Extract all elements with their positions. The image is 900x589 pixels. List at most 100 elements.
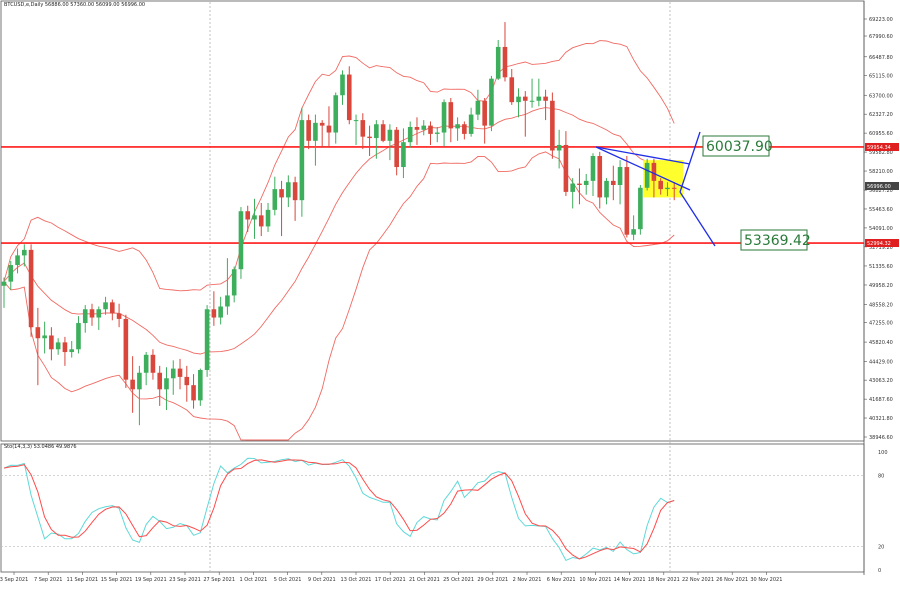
candle [164, 367, 169, 411]
price-tick-label: 41687.60 [869, 397, 893, 403]
date-tick-label: 17 Oct 2021 [375, 577, 406, 583]
candle [62, 336, 68, 366]
candle-body [407, 127, 413, 143]
candle [319, 120, 325, 148]
candle [150, 349, 156, 380]
candle-body [462, 124, 467, 134]
candle-body [556, 144, 562, 151]
stoch-axis: 100 80 20 0 [878, 450, 888, 574]
current-price-tag: 56996.00 [865, 182, 899, 190]
projection-down-line [679, 191, 716, 247]
candle-body [272, 189, 278, 210]
price-tick-label: 52719.20 [869, 245, 893, 251]
candle-body [509, 77, 515, 103]
date-tick-label: 22 Nov 2021 [682, 577, 714, 583]
candle [89, 303, 95, 326]
date-tick-label: 13 Oct 2021 [341, 577, 372, 583]
candle-body [164, 378, 169, 390]
candle [306, 114, 311, 150]
candle-body [522, 96, 528, 101]
candle-body [468, 114, 474, 134]
candle [509, 69, 515, 105]
candle [407, 121, 413, 148]
candle-body [96, 309, 102, 318]
candle-body [624, 167, 630, 235]
candle-body [421, 125, 427, 130]
candle [82, 305, 88, 333]
price-tick-label: 44429.00 [869, 359, 893, 365]
candle [272, 176, 278, 216]
candle-body [8, 265, 14, 282]
candle [191, 374, 196, 409]
price-tick-label: 54091.00 [869, 226, 893, 232]
candle [252, 198, 257, 239]
support-label: 53369.42 [744, 233, 811, 249]
candle [76, 316, 81, 354]
candle [665, 182, 670, 197]
candle-body [258, 215, 264, 227]
stoch-header: Sto(14,3,3) 53.0486 49.9876 [4, 444, 77, 450]
candle [177, 358, 183, 390]
price-tick-label: 47255.00 [869, 320, 893, 326]
support-price-tag: 52994.32 [865, 239, 899, 247]
candle-body [319, 122, 325, 126]
candle [170, 360, 176, 395]
candle-body [597, 155, 603, 198]
date-tick-label: 15 Sep 2021 [101, 577, 133, 583]
candle [631, 215, 636, 241]
candle [556, 129, 562, 169]
svg-text:52994.32: 52994.32 [867, 241, 891, 247]
candle-body [346, 74, 352, 121]
candle-body [360, 120, 366, 137]
candle-body [638, 187, 643, 230]
candle-body [631, 229, 636, 235]
candle [536, 78, 542, 107]
candle [577, 168, 582, 205]
candle [137, 365, 142, 426]
candle [380, 120, 386, 143]
support-label-box[interactable]: 53369.42 [740, 229, 811, 251]
candle-body [536, 96, 542, 101]
candle-body [570, 183, 575, 192]
date-tick-label: 29 Oct 2021 [477, 577, 508, 583]
price-tick-label: 65115.00 [869, 74, 893, 80]
price-tick-label: 48558.20 [869, 302, 893, 308]
candle-body [482, 100, 487, 126]
candle-body [590, 155, 596, 181]
candle-body [401, 142, 406, 168]
candle [326, 106, 332, 148]
wedge-lines [595, 131, 716, 247]
date-tick-label: 23 Sep 2021 [169, 577, 201, 583]
date-tick-label: 11 Sep 2021 [67, 577, 99, 583]
candle [617, 160, 623, 205]
candle-body [604, 180, 609, 198]
highlight-rect [643, 160, 683, 198]
price-tick-label: 43063.20 [869, 378, 893, 384]
candle-body [577, 183, 582, 185]
bollinger-upper-band [3, 40, 675, 292]
candle-body [563, 144, 569, 192]
candle-body [22, 249, 27, 256]
date-tick-label: 2 Nov 2021 [513, 577, 542, 583]
candle-body [353, 120, 359, 122]
candle [265, 202, 271, 232]
highlight-box [643, 160, 683, 198]
stoch-tick-label: 100 [878, 450, 888, 456]
vertical-gridlines [209, 2, 671, 571]
candle [651, 158, 657, 198]
candle [468, 107, 474, 137]
candle [42, 321, 47, 354]
candle [218, 296, 223, 325]
candle [22, 244, 27, 267]
candle [116, 303, 122, 328]
candle [333, 92, 339, 144]
candle-body [62, 342, 68, 353]
bollinger-middle-band [3, 107, 675, 355]
candle-body [238, 211, 244, 270]
date-tick-label: 3 Sep 2021 [0, 577, 28, 583]
candle [671, 182, 677, 201]
date-tick-label: 6 Nov 2021 [547, 577, 576, 583]
resistance-label-box[interactable]: 60037.90 [702, 135, 773, 157]
